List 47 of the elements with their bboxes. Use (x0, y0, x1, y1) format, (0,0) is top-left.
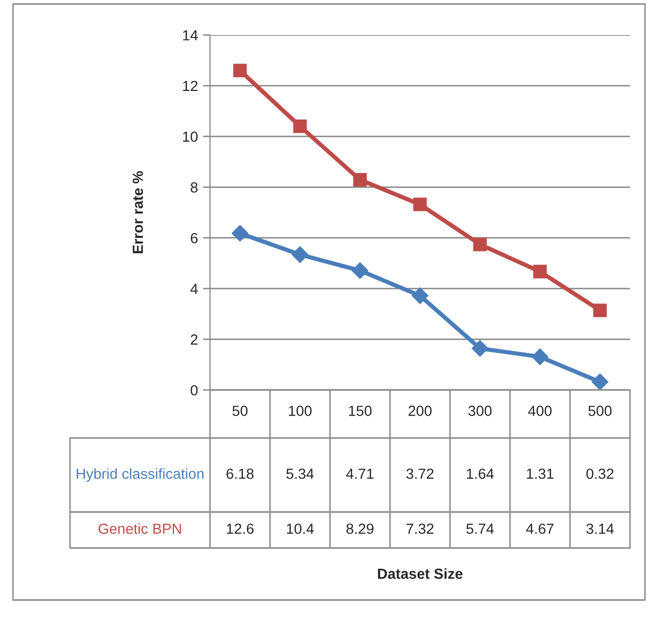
data-label: 1.31 (526, 468, 554, 479)
point (532, 348, 548, 366)
data-label: 10.4 (286, 524, 314, 534)
point (412, 287, 428, 304)
point (292, 246, 308, 263)
data-label: 4.67 (526, 524, 554, 534)
x-tick-label: 150 (348, 406, 372, 416)
text: Dataset Size (378, 568, 462, 579)
point (232, 224, 248, 242)
point (533, 264, 547, 278)
data-label: 3.72 (406, 468, 434, 479)
text: Genetic BPN (98, 523, 181, 534)
y-tick-label: 14 (183, 30, 198, 40)
point (293, 120, 307, 134)
data-label: 8.29 (346, 524, 374, 534)
point (352, 262, 368, 279)
data-label: 3.14 (586, 524, 614, 534)
y-tick-label: 4 (190, 284, 198, 294)
x-tick-label: 50 (232, 406, 248, 416)
y-tick-label: 2 (190, 334, 198, 345)
data-label: 5.34 (286, 468, 314, 479)
x-tick-label: 300 (468, 406, 492, 416)
data-label: 0.32 (586, 468, 614, 479)
x-tick-label: 400 (528, 406, 552, 416)
x-tick-label: 200 (408, 406, 432, 416)
data-label: 6.18 (226, 468, 254, 479)
y-tick-label: 10 (183, 132, 198, 142)
y-tick-label: 8 (190, 182, 198, 193)
point (593, 304, 607, 318)
y-tick-label: 0 (190, 385, 198, 396)
point (473, 238, 487, 252)
data-label: 12.6 (226, 524, 254, 534)
point (353, 173, 367, 187)
y-tick-label: 6 (190, 232, 198, 244)
point (413, 198, 427, 212)
point (472, 340, 488, 357)
data-label: 5.74 (466, 524, 494, 534)
y-tick-label: 12 (183, 80, 198, 91)
text: Hybrid classification (76, 468, 204, 482)
point (592, 374, 608, 390)
point (233, 64, 247, 78)
x-tick-label: 100 (288, 406, 312, 416)
x-tick-label: 500 (588, 406, 612, 416)
data-label: 7.32 (406, 524, 434, 534)
data-label: 1.64 (466, 468, 494, 479)
y-axis-title: Error rate % (132, 171, 143, 254)
data-label: 4.71 (346, 468, 374, 479)
